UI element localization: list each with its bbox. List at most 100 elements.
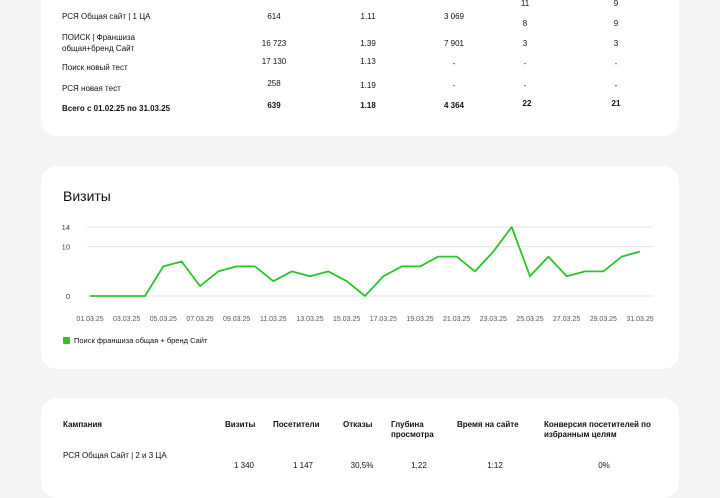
table-cell-c1: - <box>523 81 527 90</box>
partial-cell: 11 <box>520 0 530 8</box>
table-row-name: РСЯ Общая сайт | 1 ЦА <box>62 12 151 21</box>
data-point[interactable] <box>601 269 605 273</box>
table-cell-depth: 1.39 <box>360 39 376 48</box>
x-tick-label: 15.03.25 <box>333 316 360 323</box>
row-bounces: 30,5% <box>350 461 374 470</box>
data-point[interactable] <box>473 269 477 273</box>
data-point[interactable] <box>565 274 569 278</box>
data-point[interactable] <box>583 269 587 273</box>
data-point[interactable] <box>198 284 202 288</box>
y-tick-label: 14 <box>62 223 70 232</box>
header-campaign: Кампания <box>63 420 103 429</box>
partial-cell: 9 <box>613 0 619 8</box>
row-visits: 1 340 <box>233 461 255 470</box>
x-tick-label: 03.03.25 <box>113 316 140 323</box>
table-cell-c1: 8 <box>522 19 528 28</box>
data-point[interactable] <box>235 264 239 268</box>
data-point[interactable] <box>436 255 440 259</box>
table-row-name: ПОИСК | Франшиза общая+бренд Сайт <box>62 33 136 53</box>
data-point[interactable] <box>88 294 92 298</box>
data-point[interactable] <box>308 274 312 278</box>
table-cell-depth: 1.19 <box>360 81 376 90</box>
x-tick-label: 05.03.25 <box>150 316 177 323</box>
visits-line-chart: 0 10 14 01.03.25 03.03.25 05.03.25 07.03.25 09.… <box>62 223 654 323</box>
series-line <box>90 226 641 297</box>
data-point[interactable] <box>326 269 330 273</box>
table-total-name: Всего с 01.02.25 по 31.03.25 <box>62 104 171 113</box>
x-tick-label: 27.03.25 <box>553 316 580 323</box>
chart-title: Визиты <box>63 188 111 204</box>
table-cell-depth: 1.13 <box>360 57 376 66</box>
table-cell-depth: 1.11 <box>360 12 376 21</box>
header-depth: Глубина просмотра <box>391 420 434 439</box>
data-point[interactable] <box>418 264 422 268</box>
table-cell-visits: 17 130 <box>261 57 287 66</box>
data-point[interactable] <box>143 294 147 298</box>
data-point[interactable] <box>125 294 129 298</box>
x-tick-label: 09.03.25 <box>223 316 250 323</box>
data-point[interactable] <box>528 274 532 278</box>
header-time: Время на сайте <box>457 420 519 429</box>
x-tick-label: 29.03.25 <box>590 316 617 323</box>
table-total-visits: 639 <box>267 101 281 110</box>
data-point[interactable] <box>381 274 385 278</box>
table-cell-visits: 16 723 <box>261 39 287 48</box>
x-tick-label: 13.03.25 <box>296 316 323 323</box>
data-point[interactable] <box>546 255 550 259</box>
table-cell-c2: - <box>614 81 618 90</box>
x-tick-label: 23.03.25 <box>480 316 507 323</box>
table-row-name: РСЯ новая тест <box>62 84 121 93</box>
visits-chart-card: Визиты 0 10 14 01.03.25 03.03.25 05.03.25 07.0… <box>41 166 679 369</box>
x-tick-label: 01.03.25 <box>76 316 103 323</box>
row-visitors: 1 147 <box>292 461 314 470</box>
data-point[interactable] <box>510 225 514 229</box>
table-cell-visits: 258 <box>267 79 281 88</box>
table-cell-time: 7 901 <box>443 39 465 48</box>
data-point[interactable] <box>620 255 624 259</box>
table-total-c2: 21 <box>611 99 621 108</box>
table-cell-time: 3 069 <box>443 12 465 21</box>
data-point[interactable] <box>345 279 349 283</box>
table-cell-c1: - <box>523 59 527 68</box>
data-point[interactable] <box>161 264 165 268</box>
x-tick-label: 11.03.25 <box>260 316 287 323</box>
data-point[interactable] <box>491 250 495 254</box>
table-cell-time: - <box>452 81 456 90</box>
y-tick-label: 0 <box>66 292 70 301</box>
data-point[interactable] <box>363 294 367 298</box>
y-tick-label: 10 <box>62 243 70 252</box>
campaign-stats-card: 11 9 РСЯ Общая сайт | 1 ЦА 614 1.11 3 06… <box>41 0 679 136</box>
table-cell-c2: 9 <box>613 19 619 28</box>
header-bounces: Отказы <box>343 420 373 429</box>
x-tick-label: 21.03.25 <box>443 316 470 323</box>
data-point[interactable] <box>180 260 184 264</box>
legend-checkbox-icon[interactable] <box>63 337 70 344</box>
table-total-depth: 1.18 <box>360 101 376 110</box>
row-time: 1:12 <box>487 461 503 470</box>
data-point[interactable] <box>400 264 404 268</box>
table-cell-c2: 3 <box>613 39 619 48</box>
table-row-name: Поиск новый тест <box>62 63 128 72</box>
table-cell-time: - <box>452 59 456 68</box>
data-point[interactable] <box>271 279 275 283</box>
row-campaign-name: РСЯ Общая Сайт | 2 и 3 ЦА <box>63 451 167 460</box>
header-conversion: Конверсия посетителей по избранным целям <box>544 420 651 439</box>
table-cell-visits: 614 <box>267 12 281 21</box>
data-point[interactable] <box>106 294 110 298</box>
legend-label: Поиск франшиза общая + бренд Сайт <box>74 336 208 345</box>
data-point[interactable] <box>638 250 642 254</box>
x-tick-label: 17.03.25 <box>370 316 397 323</box>
x-tick-label: 19.03.25 <box>406 316 433 323</box>
x-tick-label: 25.03.25 <box>516 316 543 323</box>
data-point[interactable] <box>290 269 294 273</box>
data-point[interactable] <box>253 264 257 268</box>
data-point[interactable] <box>216 269 220 273</box>
data-point[interactable] <box>455 255 459 259</box>
table-total-time: 4 364 <box>443 101 465 110</box>
header-visits: Визиты <box>225 420 256 429</box>
x-tick-label: 07.03.25 <box>186 316 213 323</box>
x-tick-label: 31.03.25 <box>626 316 653 323</box>
row-depth: 1,22 <box>411 461 427 470</box>
chart-legend[interactable]: Поиск франшиза общая + бренд Сайт <box>63 336 207 345</box>
campaign-details-card: Кампания Визиты Посетители Отказы Глубин… <box>41 398 679 498</box>
